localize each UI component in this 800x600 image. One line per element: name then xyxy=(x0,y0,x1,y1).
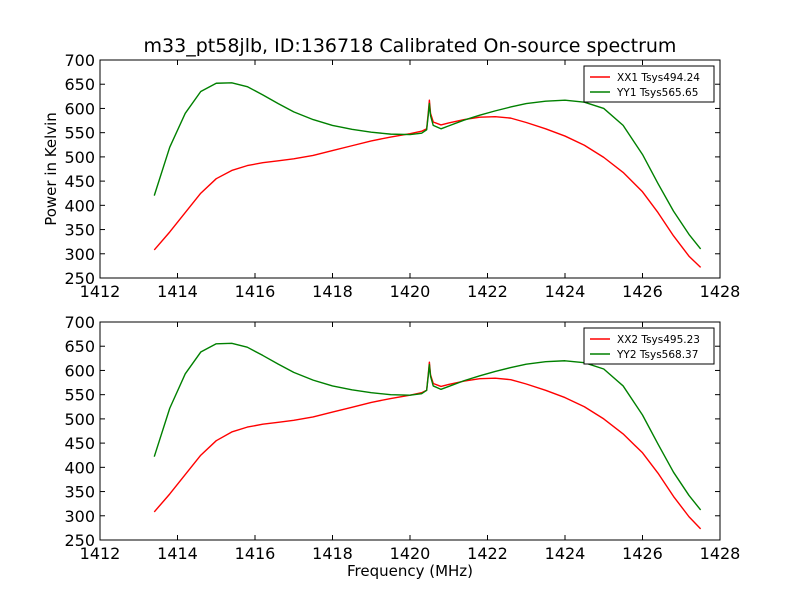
y-tick-label: 250 xyxy=(64,269,95,288)
y-tick-label: 450 xyxy=(64,434,95,453)
x-tick-label: 1428 xyxy=(700,544,741,563)
y-tick-label: 350 xyxy=(64,221,95,240)
figure-title: m33_pt58jlb, ID:136718 Calibrated On-sou… xyxy=(144,35,677,57)
y-tick-label: 450 xyxy=(64,172,95,191)
y-axis-title: Power in Kelvin xyxy=(42,112,60,226)
legend-frame xyxy=(583,65,715,103)
legend-label: YY1 Tsys565.65 xyxy=(616,87,698,99)
x-tick-label: 1418 xyxy=(312,282,353,301)
x-tick-label: 1422 xyxy=(467,544,508,563)
y-tick-label: 500 xyxy=(64,410,95,429)
y-tick-label: 650 xyxy=(64,75,95,94)
x-tick-label: 1414 xyxy=(157,282,198,301)
x-tick-label: 1412 xyxy=(80,544,121,563)
x-tick-label: 1420 xyxy=(390,544,431,563)
x-tick-label: 1422 xyxy=(467,282,508,301)
y-tick-label: 600 xyxy=(64,361,95,380)
y-tick-label: 700 xyxy=(64,51,95,70)
plots-container: 1412 1414 1416 1418 1420 1422 1424 1426 1428 250 3… xyxy=(42,51,740,580)
legend-label: XX1 Tsys494.24 xyxy=(617,72,700,84)
x-tick-label: 1424 xyxy=(545,282,586,301)
x-tick-label: 1414 xyxy=(157,544,198,563)
y-tick-label: 400 xyxy=(64,458,95,477)
x-tick-label: 1424 xyxy=(545,544,586,563)
series-line-xx2 xyxy=(153,361,702,530)
y-tick-label: 400 xyxy=(64,196,95,215)
x-tick-label: 1412 xyxy=(80,282,121,301)
y-tick-label: 300 xyxy=(64,245,95,264)
legend: XX2 Tsys495.23 YY2 Tsys568.37 xyxy=(583,327,715,365)
x-tick-label: 1426 xyxy=(622,282,663,301)
x-tick-label: 1420 xyxy=(390,282,431,301)
legend-frame xyxy=(583,327,715,365)
series-line-xx1 xyxy=(153,99,702,268)
legend: XX1 Tsys494.24 YY1 Tsys565.65 xyxy=(583,65,715,103)
y-tick-label: 350 xyxy=(64,483,95,502)
x-tick-label: 1426 xyxy=(622,544,663,563)
legend-label: XX2 Tsys495.23 xyxy=(617,334,700,346)
y-tick-label: 300 xyxy=(64,507,95,526)
subplot-2: 1412 1414 1416 1418 1420 1422 1424 1426 1428 250 3… xyxy=(64,313,740,580)
y-tick-label: 550 xyxy=(64,124,95,143)
y-tick-label: 550 xyxy=(64,386,95,405)
x-tick-label: 1418 xyxy=(312,544,353,563)
y-tick-label: 650 xyxy=(64,337,95,356)
y-tick-label: 250 xyxy=(64,531,95,550)
y-tick-label: 600 xyxy=(64,99,95,118)
series-line-yy2 xyxy=(153,342,702,511)
legend-label: YY2 Tsys568.37 xyxy=(616,349,698,361)
x-tick-label: 1416 xyxy=(235,544,276,563)
y-tick-label: 500 xyxy=(64,148,95,167)
y-tick-label: 700 xyxy=(64,313,95,332)
x-axis-title: Frequency (MHz) xyxy=(347,562,473,580)
subplot-1: 1412 1414 1416 1418 1420 1422 1424 1426 1428 250 3… xyxy=(42,51,740,301)
x-tick-label: 1428 xyxy=(700,282,741,301)
series-line-yy1 xyxy=(153,82,702,250)
x-tick-label: 1416 xyxy=(235,282,276,301)
